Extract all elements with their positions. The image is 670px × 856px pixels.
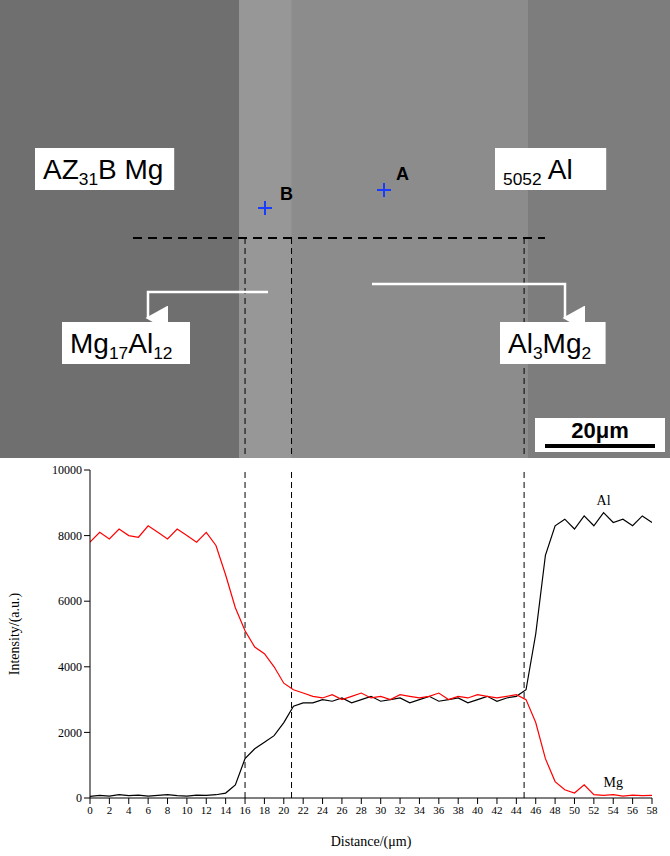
- svg-text:Distance/(μm): Distance/(μm): [331, 834, 412, 850]
- svg-text:32: 32: [395, 804, 406, 816]
- svg-text:28: 28: [356, 804, 368, 816]
- svg-text:2: 2: [107, 804, 113, 816]
- svg-text:0: 0: [87, 804, 93, 816]
- svg-text:30: 30: [375, 804, 387, 816]
- svg-text:20μm: 20μm: [571, 418, 629, 443]
- svg-text:22: 22: [298, 804, 309, 816]
- svg-text:AZ31B Mg: AZ31B Mg: [43, 154, 163, 189]
- svg-text:50: 50: [569, 804, 581, 816]
- svg-text:Mg17Al12: Mg17Al12: [70, 328, 172, 363]
- svg-text:12: 12: [201, 804, 212, 816]
- svg-text:2000: 2000: [58, 726, 82, 740]
- svg-text:14: 14: [220, 804, 232, 816]
- svg-text:24: 24: [317, 804, 329, 816]
- svg-text:A: A: [396, 164, 409, 184]
- svg-text:Mg: Mg: [604, 775, 623, 790]
- svg-text:0: 0: [76, 791, 82, 805]
- svg-text:46: 46: [530, 804, 542, 816]
- svg-text:36: 36: [433, 804, 445, 816]
- svg-text:Al3Mg2: Al3Mg2: [508, 328, 591, 363]
- svg-text:8: 8: [165, 804, 171, 816]
- svg-text:6000: 6000: [58, 594, 82, 608]
- svg-text:18: 18: [259, 804, 271, 816]
- svg-text:40: 40: [472, 804, 484, 816]
- svg-text:26: 26: [336, 804, 348, 816]
- svg-text:44: 44: [511, 804, 523, 816]
- svg-text:34: 34: [414, 804, 426, 816]
- svg-text:16: 16: [240, 804, 252, 816]
- svg-text:10: 10: [181, 804, 193, 816]
- svg-text:58: 58: [647, 804, 659, 816]
- svg-text:38: 38: [453, 804, 465, 816]
- svg-text:B: B: [280, 184, 293, 204]
- svg-text:10000: 10000: [52, 463, 82, 477]
- svg-text:5052 Al: 5052 Al: [503, 154, 573, 189]
- svg-text:42: 42: [491, 804, 502, 816]
- svg-text:Al: Al: [597, 493, 611, 508]
- svg-text:56: 56: [627, 804, 639, 816]
- svg-text:54: 54: [608, 804, 620, 816]
- svg-text:4000: 4000: [58, 660, 82, 674]
- svg-text:Intensity/(a.u.): Intensity/(a.u.): [7, 592, 23, 675]
- svg-text:48: 48: [550, 804, 562, 816]
- svg-text:8000: 8000: [58, 529, 82, 543]
- svg-text:20: 20: [278, 804, 290, 816]
- svg-text:4: 4: [126, 804, 132, 816]
- svg-text:6: 6: [145, 804, 151, 816]
- svg-text:52: 52: [588, 804, 599, 816]
